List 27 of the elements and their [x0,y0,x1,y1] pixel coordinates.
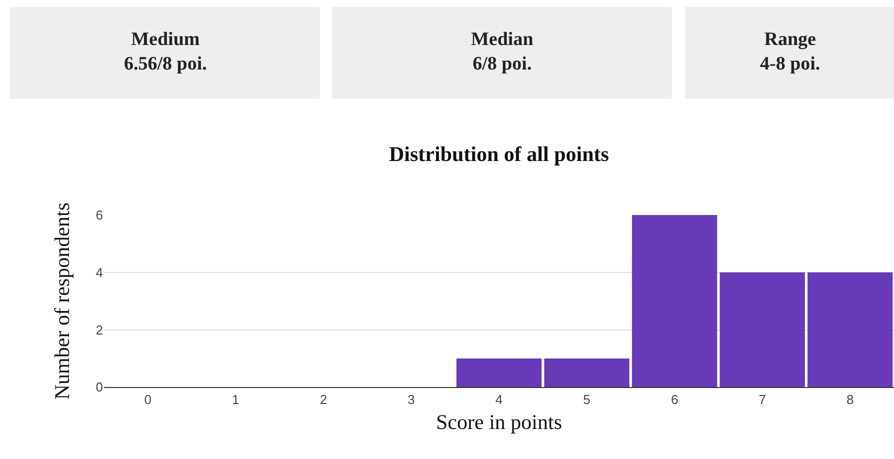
y-axis-title: Number of respondents [50,202,74,400]
x-tick-label: 1 [232,392,240,407]
x-tick-label: 7 [758,392,766,407]
bar [808,272,893,388]
bar [720,272,805,388]
chart-title: Distribution of all points [389,142,609,166]
text: 6/8 poi. [472,54,532,75]
y-tick-label: 6 [96,208,103,223]
x-tick-label: 8 [846,392,854,407]
y-tick-label: 4 [96,264,103,280]
text: Medium [131,29,200,50]
x-tick-label: 2 [320,392,328,407]
y-tick-label: 2 [96,322,103,338]
text: 6.56/8 poi. [124,54,207,75]
text: 4-8 poi. [760,54,820,75]
x-tick-label: 3 [408,392,415,407]
x-tick-label: 4 [495,392,503,407]
text: Median [471,29,534,50]
bar [544,358,630,388]
x-axis-title: Score in points [436,410,562,434]
x-tick-label: 5 [583,392,590,407]
x-tick-label: 0 [144,392,152,407]
bar [632,214,718,388]
bar [456,358,542,388]
y-tick-label: 0 [96,380,103,395]
text: Range [764,29,816,50]
x-tick-label: 6 [670,392,678,407]
